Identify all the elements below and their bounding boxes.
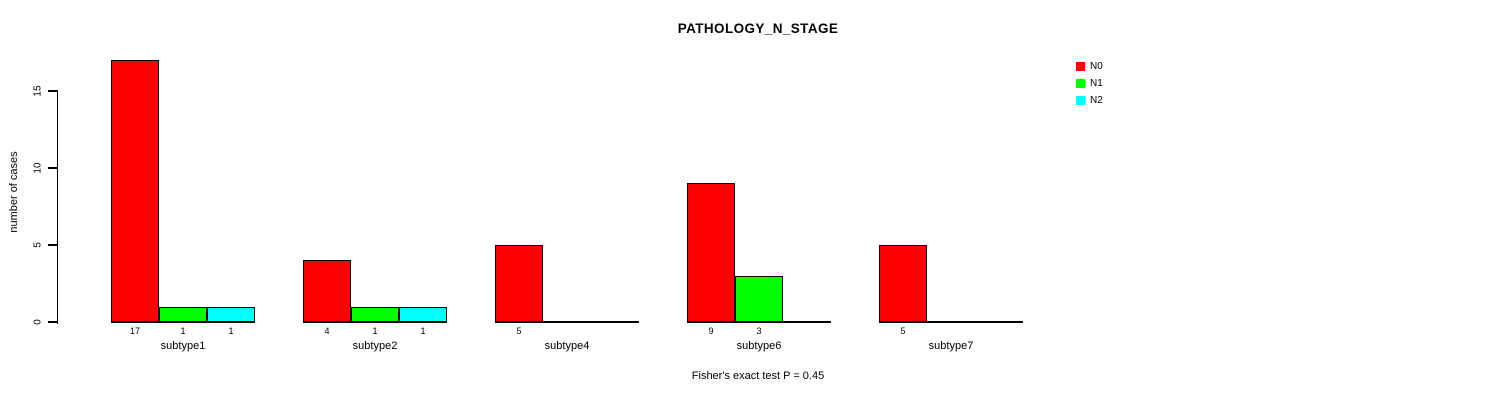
group-baseline — [879, 321, 1023, 323]
bar-N2-subtype1 — [207, 306, 255, 322]
legend: N0 N1 N2 — [1076, 61, 1103, 106]
annotation-text: Fisher's exact test P = 0.45 — [691, 370, 825, 382]
y-tick-label: 0 — [32, 319, 44, 325]
y-axis-line — [56, 91, 58, 324]
bar-value-label: 1 — [180, 326, 186, 336]
y-tick — [48, 244, 58, 246]
legend-label-N2: N2 — [1090, 95, 1103, 106]
bar-N1-subtype2 — [351, 306, 399, 322]
y-tick — [48, 90, 58, 92]
chart-title: PATHOLOGY_N_STAGE — [677, 21, 839, 36]
bar-N0-subtype4 — [495, 245, 543, 322]
bar-value-label: 1 — [372, 326, 378, 336]
bar-N2-subtype2 — [399, 306, 447, 322]
legend-item-N0: N0 — [1076, 61, 1103, 72]
group-baseline — [687, 321, 831, 323]
category-label: subtype2 — [352, 340, 398, 352]
bar-value-label: 3 — [756, 326, 762, 336]
legend-swatch-N1 — [1076, 79, 1085, 88]
legend-item-N1: N1 — [1076, 78, 1103, 89]
bar-N0-subtype7 — [879, 245, 927, 322]
legend-label-N0: N0 — [1090, 61, 1103, 72]
y-tick-label: 10 — [32, 162, 44, 174]
category-label: subtype7 — [928, 340, 974, 352]
bar-N0-subtype1 — [111, 60, 159, 322]
bar-N1-subtype6 — [735, 275, 783, 322]
legend-swatch-N2 — [1076, 96, 1085, 105]
y-tick-label: 15 — [32, 85, 44, 97]
bar-N1-subtype1 — [159, 306, 207, 322]
legend-label-N1: N1 — [1090, 78, 1103, 89]
bar-value-label: 1 — [420, 326, 426, 336]
category-label: subtype6 — [736, 340, 782, 352]
category-label: subtype4 — [544, 340, 590, 352]
bar-value-label: 17 — [129, 326, 141, 336]
group-baseline — [495, 321, 639, 323]
y-axis-label: number of cases — [8, 151, 20, 233]
bar-value-label: 4 — [324, 326, 330, 336]
group-baseline — [303, 321, 447, 323]
bar-value-label: 5 — [900, 326, 906, 336]
category-label: subtype1 — [160, 340, 206, 352]
legend-swatch-N0 — [1076, 62, 1085, 71]
group-baseline — [111, 321, 255, 323]
y-tick — [48, 167, 58, 169]
bar-N0-subtype6 — [687, 183, 735, 322]
legend-item-N2: N2 — [1076, 95, 1103, 106]
bar-N0-subtype2 — [303, 260, 351, 322]
y-tick — [48, 321, 58, 323]
bar-value-label: 9 — [708, 326, 714, 336]
bar-value-label: 5 — [516, 326, 522, 336]
bar-value-label: 1 — [228, 326, 234, 336]
y-tick-label: 5 — [32, 242, 44, 248]
